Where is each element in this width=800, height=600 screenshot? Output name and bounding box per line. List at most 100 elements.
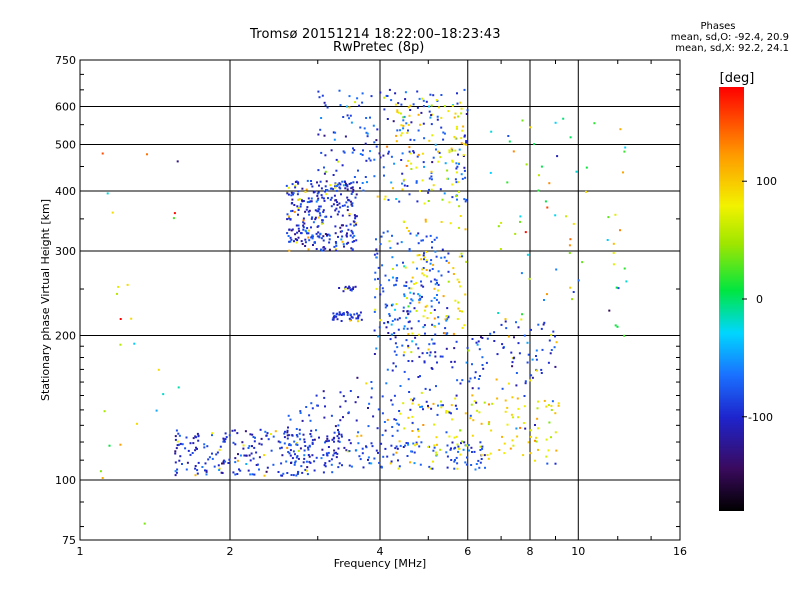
data-point [404, 98, 407, 101]
data-point [377, 335, 379, 338]
data-point [375, 287, 378, 290]
data-point [194, 474, 197, 477]
data-point [338, 313, 341, 316]
data-point [384, 195, 387, 198]
data-point [395, 451, 398, 454]
data-point [577, 279, 580, 282]
data-point [379, 243, 382, 246]
data-point [396, 129, 399, 132]
data-point [321, 94, 324, 97]
x-tick-label: 1 [77, 545, 84, 558]
data-point [430, 305, 433, 308]
data-point [299, 412, 302, 414]
data-point [404, 444, 407, 447]
data-point [288, 215, 291, 218]
data-point [437, 270, 440, 273]
data-point [417, 428, 420, 431]
data-point [375, 449, 378, 452]
data-point [408, 114, 411, 117]
data-point [529, 126, 532, 129]
data-point [321, 448, 324, 451]
data-point [334, 232, 337, 235]
data-point [181, 463, 183, 465]
data-point [409, 138, 412, 141]
data-point [206, 445, 209, 448]
x-tick-label: 6 [464, 545, 471, 558]
data-point [471, 338, 474, 340]
data-point [302, 433, 305, 436]
data-point [196, 469, 199, 472]
data-point [426, 275, 429, 278]
data-point [336, 184, 338, 187]
data-point [433, 297, 436, 299]
data-point [407, 123, 410, 126]
data-point [403, 293, 406, 296]
data-point [327, 197, 329, 200]
data-point [394, 342, 397, 345]
data-point [515, 427, 518, 430]
data-point [251, 445, 253, 448]
data-point [474, 468, 477, 471]
data-point [324, 170, 327, 173]
data-point [344, 288, 347, 290]
data-point [408, 248, 411, 251]
data-point [520, 318, 523, 321]
data-point [412, 103, 415, 106]
data-point [336, 312, 339, 315]
data-point [324, 190, 327, 193]
data-point [420, 441, 423, 444]
data-point [290, 202, 293, 205]
data-point [497, 225, 500, 228]
data-point [422, 285, 425, 288]
data-point [310, 197, 313, 200]
data-point [397, 328, 400, 331]
data-point [333, 316, 336, 319]
data-point [407, 346, 410, 349]
data-point [311, 442, 314, 445]
data-point [434, 250, 437, 253]
data-point [433, 444, 436, 447]
data-point [355, 419, 358, 422]
data-point [311, 439, 314, 441]
data-point [511, 396, 514, 399]
data-point [430, 171, 433, 174]
data-point [313, 460, 316, 463]
data-point [382, 154, 385, 157]
data-point [356, 181, 358, 184]
data-point [283, 442, 286, 445]
data-point [249, 459, 252, 462]
data-point [415, 166, 418, 169]
data-point [353, 214, 356, 217]
data-point [455, 195, 457, 198]
data-point [301, 243, 304, 245]
data-point [395, 279, 398, 282]
data-point [460, 442, 462, 445]
data-point [333, 315, 336, 317]
data-point [454, 459, 456, 461]
data-point [398, 200, 401, 203]
data-point [402, 306, 405, 309]
data-point [451, 183, 454, 186]
data-point [221, 462, 223, 465]
data-point [406, 226, 408, 229]
data-point [465, 113, 468, 115]
data-point [342, 416, 344, 419]
data-point [436, 443, 438, 446]
data-point [457, 307, 460, 310]
y-tick-label: 100 [55, 474, 76, 487]
data-point [488, 421, 491, 424]
data-point [421, 405, 424, 408]
data-point [331, 471, 334, 474]
data-point [571, 298, 573, 301]
data-point [351, 231, 354, 233]
data-point [308, 444, 311, 447]
data-point [177, 432, 180, 435]
data-point [379, 91, 382, 94]
data-point [178, 434, 181, 437]
data-point [457, 450, 460, 453]
data-point [335, 244, 338, 247]
data-point [478, 466, 481, 469]
data-point [482, 367, 485, 370]
data-point [408, 249, 411, 252]
data-point [623, 267, 626, 270]
